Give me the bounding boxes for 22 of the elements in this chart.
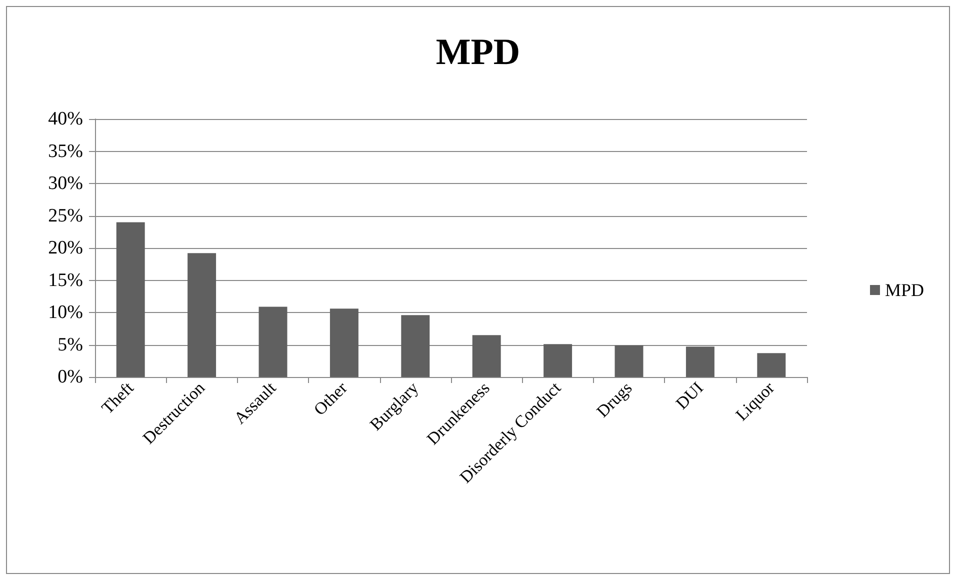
bar [401, 315, 430, 377]
bar [330, 308, 358, 377]
legend-label: MPD [884, 280, 924, 300]
bar [116, 222, 145, 377]
y-tick-label: 10% [48, 302, 84, 323]
bar [757, 353, 786, 377]
y-tick-label: 0% [58, 366, 84, 388]
y-tick-label: 30% [48, 173, 84, 194]
y-tick-label: 25% [48, 205, 84, 226]
bar [614, 345, 644, 377]
y-tick-label: 5% [58, 334, 84, 356]
x-tick-label: DUI [672, 378, 708, 414]
y-tick-label: 35% [48, 140, 84, 162]
bar [472, 335, 501, 377]
bar [544, 344, 572, 377]
y-tick-label: 40% [48, 108, 84, 130]
y-tick-label: 20% [48, 238, 84, 258]
bar [188, 253, 216, 377]
bar [686, 346, 714, 377]
bar [258, 306, 288, 377]
y-tick-label: 15% [48, 270, 84, 291]
chart-title: MPD [436, 32, 520, 73]
